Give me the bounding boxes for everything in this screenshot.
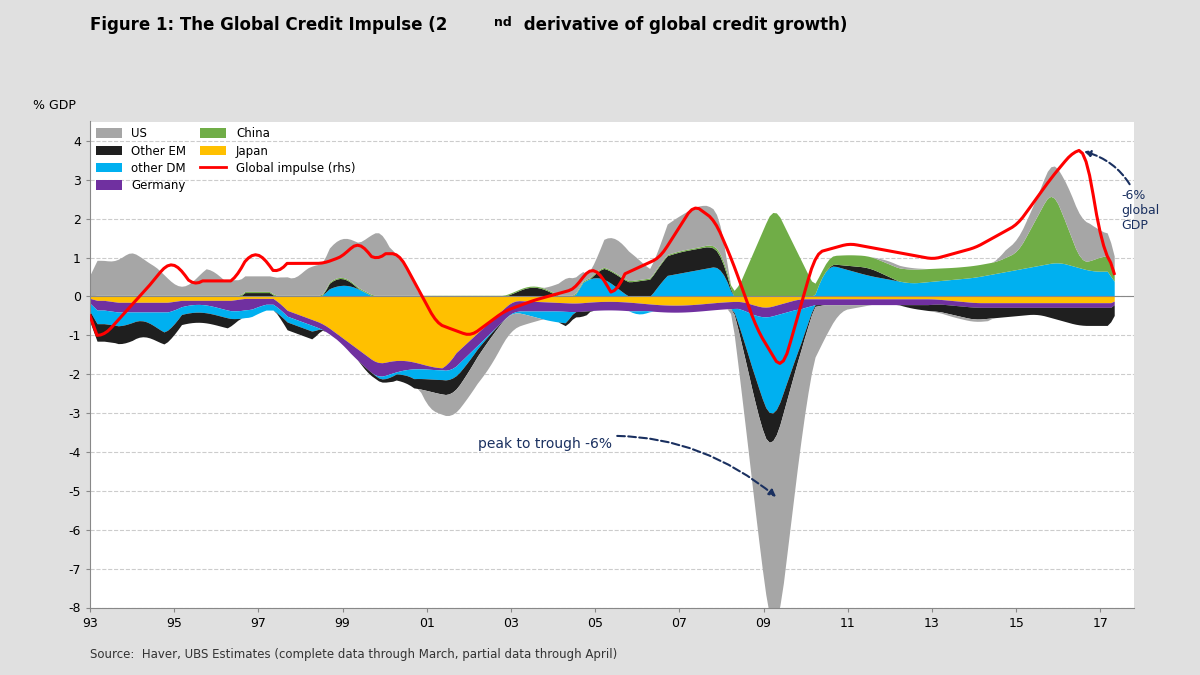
Text: Source:  Haver, UBS Estimates (complete data through March, partial data through: Source: Haver, UBS Estimates (complete d… [90,648,617,661]
Text: peak to trough -6%: peak to trough -6% [478,436,774,495]
Text: derivative of global credit growth): derivative of global credit growth) [518,16,847,34]
Text: % GDP: % GDP [32,99,76,112]
Text: Figure 1: The Global Credit Impulse (2: Figure 1: The Global Credit Impulse (2 [90,16,448,34]
Legend: US, Other EM, other DM, Germany, China, Japan, Global impulse (rhs): US, Other EM, other DM, Germany, China, … [96,128,355,192]
Text: -6%
global
GDP: -6% global GDP [1086,151,1159,232]
Text: nd: nd [494,16,512,29]
